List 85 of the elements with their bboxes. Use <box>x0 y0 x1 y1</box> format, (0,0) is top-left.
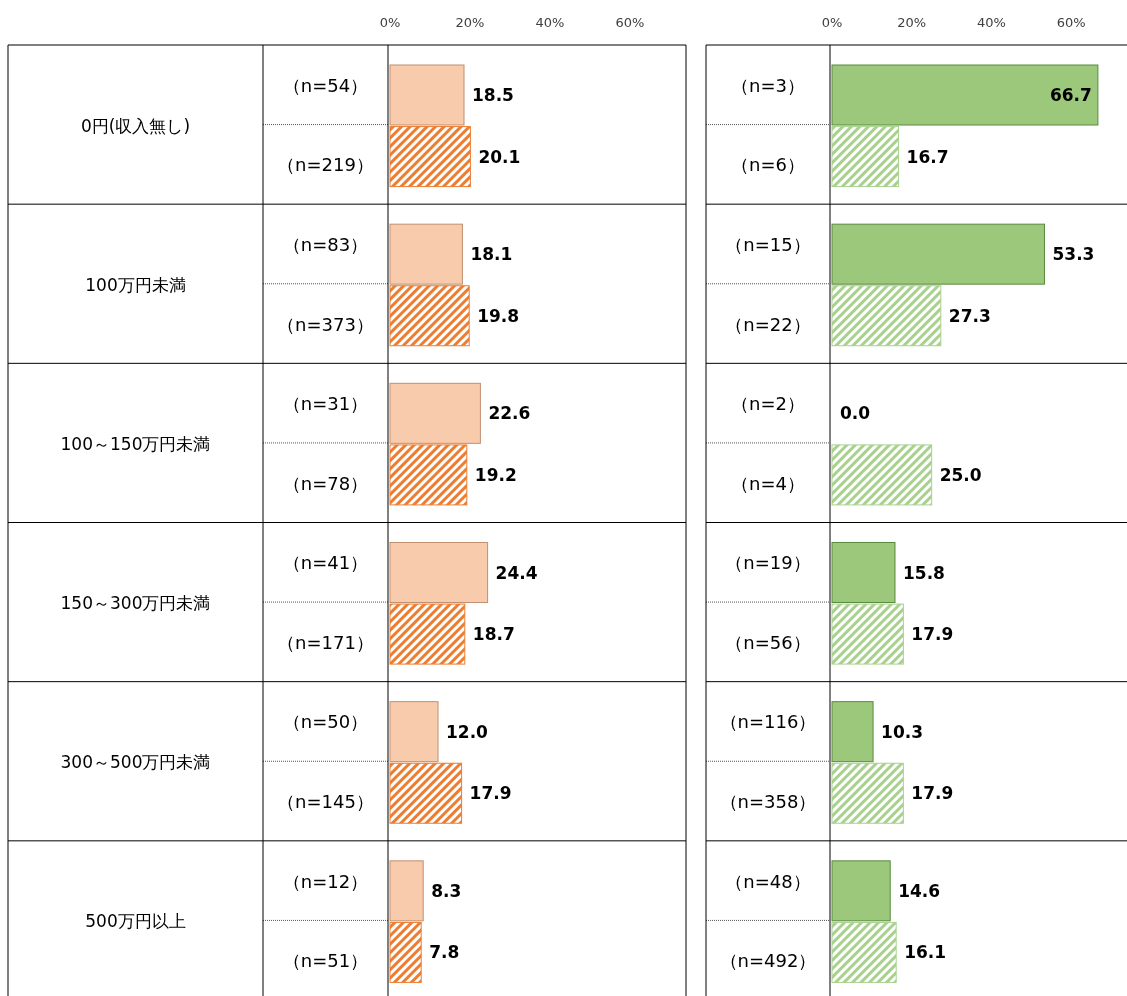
bar <box>831 701 874 763</box>
bar <box>831 285 942 347</box>
bar <box>831 126 900 188</box>
y-tick-label: （n=492） <box>719 950 817 972</box>
y-tick-label: （n=83） <box>282 233 369 255</box>
bar <box>389 223 463 285</box>
data-label: 25.0 <box>939 464 982 485</box>
y-tick-label: （n=12） <box>282 870 369 892</box>
y-tick-label: （n=6） <box>731 154 805 176</box>
data-label: 17.9 <box>469 783 512 804</box>
text: 150～300万円未満 <box>60 593 211 614</box>
y-tick-label: （n=2） <box>731 393 805 415</box>
y-tick-label: （n=145） <box>277 791 374 813</box>
data-label: 14.6 <box>898 880 941 901</box>
data-label: 20.1 <box>478 146 521 167</box>
text: 100万円未満 <box>85 274 186 295</box>
data-label: 17.9 <box>911 783 954 804</box>
x-tick-label: 60% <box>1056 15 1086 30</box>
data-label: 10.3 <box>881 721 924 742</box>
y-tick-label: （n=4） <box>731 472 805 494</box>
text: 0円(収入無し) <box>80 115 191 136</box>
data-label: 16.7 <box>906 146 949 167</box>
bar <box>831 762 904 824</box>
bar <box>389 444 468 506</box>
x-tick-label: 20% <box>897 15 927 30</box>
y-tick-label: （n=56） <box>725 631 811 653</box>
data-label: 66.7 <box>1049 85 1092 105</box>
bar <box>389 701 439 763</box>
bar <box>831 64 1099 126</box>
bar <box>389 542 489 603</box>
y-tick-label: （n=54） <box>282 74 369 96</box>
y-tick-label: （n=116） <box>719 711 817 733</box>
bar <box>389 603 466 665</box>
data-label: 19.2 <box>474 464 517 485</box>
bar <box>831 444 933 506</box>
data-label: 7.8 <box>429 942 460 963</box>
bar <box>389 285 470 347</box>
bar <box>389 126 471 188</box>
y-tick-label: （n=3） <box>731 74 805 96</box>
text: 300～500万円未満 <box>60 752 211 773</box>
x-tick-label: 0% <box>821 15 843 30</box>
bar <box>389 762 463 824</box>
y-tick-label: （n=19） <box>725 552 811 574</box>
y-tick-label: （n=41） <box>282 552 369 574</box>
data-label: 53.3 <box>1052 244 1095 265</box>
bar <box>389 64 465 126</box>
y-tick-label: （n=171） <box>277 631 374 653</box>
bar <box>831 223 1045 285</box>
x-tick-label: 0% <box>379 15 401 30</box>
bar <box>831 603 904 665</box>
y-tick-label: （n=15） <box>725 233 811 255</box>
y-tick-label: （n=358） <box>719 791 817 813</box>
data-label: 16.1 <box>904 942 947 963</box>
x-tick-label: 60% <box>615 15 645 30</box>
x-tick-label: 20% <box>455 15 485 30</box>
data-label: 22.6 <box>488 403 531 424</box>
data-label: 0.0 <box>840 403 871 424</box>
x-tick-label: 40% <box>977 15 1006 30</box>
bar <box>831 860 891 922</box>
data-label: 18.7 <box>472 624 515 645</box>
y-tick-label: （n=22） <box>725 313 811 335</box>
y-tick-label: （n=51） <box>282 950 369 972</box>
data-label: 18.1 <box>470 244 513 265</box>
data-label: 19.8 <box>477 305 520 326</box>
data-label: 18.5 <box>472 85 514 105</box>
data-label: 8.3 <box>431 880 462 901</box>
y-tick-label: （n=373） <box>277 313 374 335</box>
y-tick-label: （n=48） <box>725 870 811 892</box>
y-tick-label: （n=78） <box>282 472 369 494</box>
text: 100～150万円未満 <box>60 433 211 454</box>
bar <box>389 921 422 983</box>
bar <box>831 921 897 983</box>
bar <box>389 382 481 444</box>
data-label: 27.3 <box>948 305 991 326</box>
bar <box>389 860 424 922</box>
y-tick-label: （n=50） <box>282 711 369 733</box>
data-label: 24.4 <box>495 562 538 583</box>
y-tick-label: （n=31） <box>282 393 369 415</box>
x-tick-label: 40% <box>535 15 565 30</box>
y-tick-label: （n=219） <box>277 154 374 176</box>
bar <box>831 542 896 603</box>
data-label: 17.9 <box>911 624 954 645</box>
data-label: 12.0 <box>446 721 489 742</box>
data-label: 15.8 <box>902 562 945 583</box>
text: 500万円以上 <box>85 911 186 932</box>
